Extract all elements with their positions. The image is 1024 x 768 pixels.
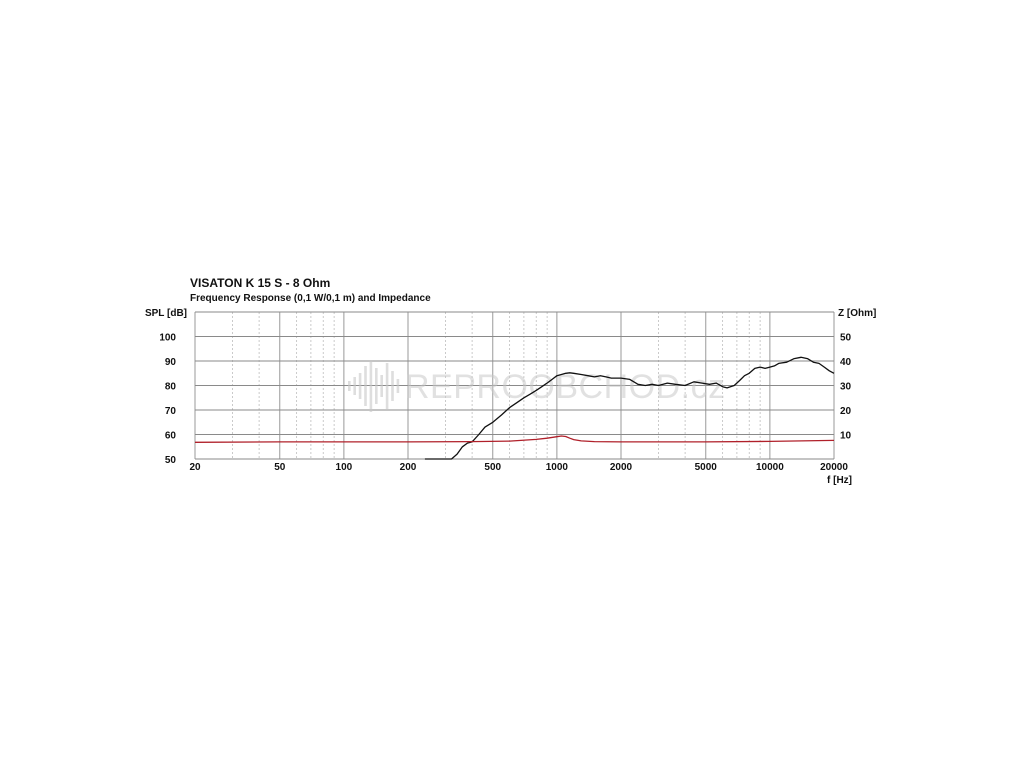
y2-tick-label: 30 bbox=[840, 382, 852, 393]
x-tick-label: 500 bbox=[484, 462, 501, 473]
y2-tick-label: 50 bbox=[840, 333, 852, 344]
watermark-bar bbox=[375, 368, 378, 404]
y2-tick-label: 10 bbox=[840, 431, 852, 442]
watermark-bar bbox=[369, 360, 373, 412]
y-tick-label: 50 bbox=[165, 455, 177, 466]
watermark-bar bbox=[391, 371, 394, 401]
x-tick-label: 5000 bbox=[695, 462, 718, 473]
y2-tick-label: 40 bbox=[840, 357, 852, 368]
y-tick-label: 100 bbox=[159, 333, 176, 344]
y-axis-label: SPL [dB] bbox=[145, 308, 187, 319]
watermark-bar bbox=[353, 377, 356, 395]
y-tick-label: 80 bbox=[165, 382, 177, 393]
x-axis-label: f [Hz] bbox=[827, 475, 852, 486]
chart-subtitle: Frequency Response (0,1 W/0,1 m) and Imp… bbox=[190, 293, 431, 304]
x-tick-label: 200 bbox=[400, 462, 417, 473]
x-tick-label: 2000 bbox=[610, 462, 633, 473]
watermark-bar bbox=[380, 375, 383, 397]
x-tick-label: 100 bbox=[336, 462, 353, 473]
x-tick-label: 20 bbox=[189, 462, 201, 473]
y-tick-label: 60 bbox=[165, 431, 177, 442]
watermark: REPROOBCHOD.cz bbox=[348, 360, 726, 412]
watermark-bar bbox=[358, 373, 362, 399]
spl-series-line bbox=[424, 356, 835, 460]
x-tick-label: 50 bbox=[274, 462, 286, 473]
y2-tick-label: 20 bbox=[840, 406, 852, 417]
series-group bbox=[194, 356, 835, 460]
chart-title: VISATON K 15 S - 8 Ohm bbox=[190, 276, 330, 290]
y2-axis-label: Z [Ohm] bbox=[838, 308, 876, 319]
watermark-bar bbox=[364, 366, 367, 406]
x-tick-label: 10000 bbox=[756, 462, 784, 473]
y-tick-label: 90 bbox=[165, 357, 177, 368]
watermark-bar bbox=[385, 363, 389, 409]
x-tick-label: 1000 bbox=[546, 462, 569, 473]
watermark-sound-icon bbox=[348, 360, 400, 412]
watermark-bar bbox=[348, 381, 351, 391]
watermark-bar bbox=[396, 379, 400, 393]
x-tick-label: 20000 bbox=[820, 462, 848, 473]
grid bbox=[194, 311, 835, 460]
tick-labels: 20 50 100 200 500 1000 2000 5000 10000 20000 50 60 7… bbox=[159, 333, 851, 474]
impedance-series-line bbox=[194, 435, 835, 443]
y-tick-label: 70 bbox=[165, 406, 177, 417]
watermark-text: REPROOBCHOD.cz bbox=[405, 368, 726, 406]
